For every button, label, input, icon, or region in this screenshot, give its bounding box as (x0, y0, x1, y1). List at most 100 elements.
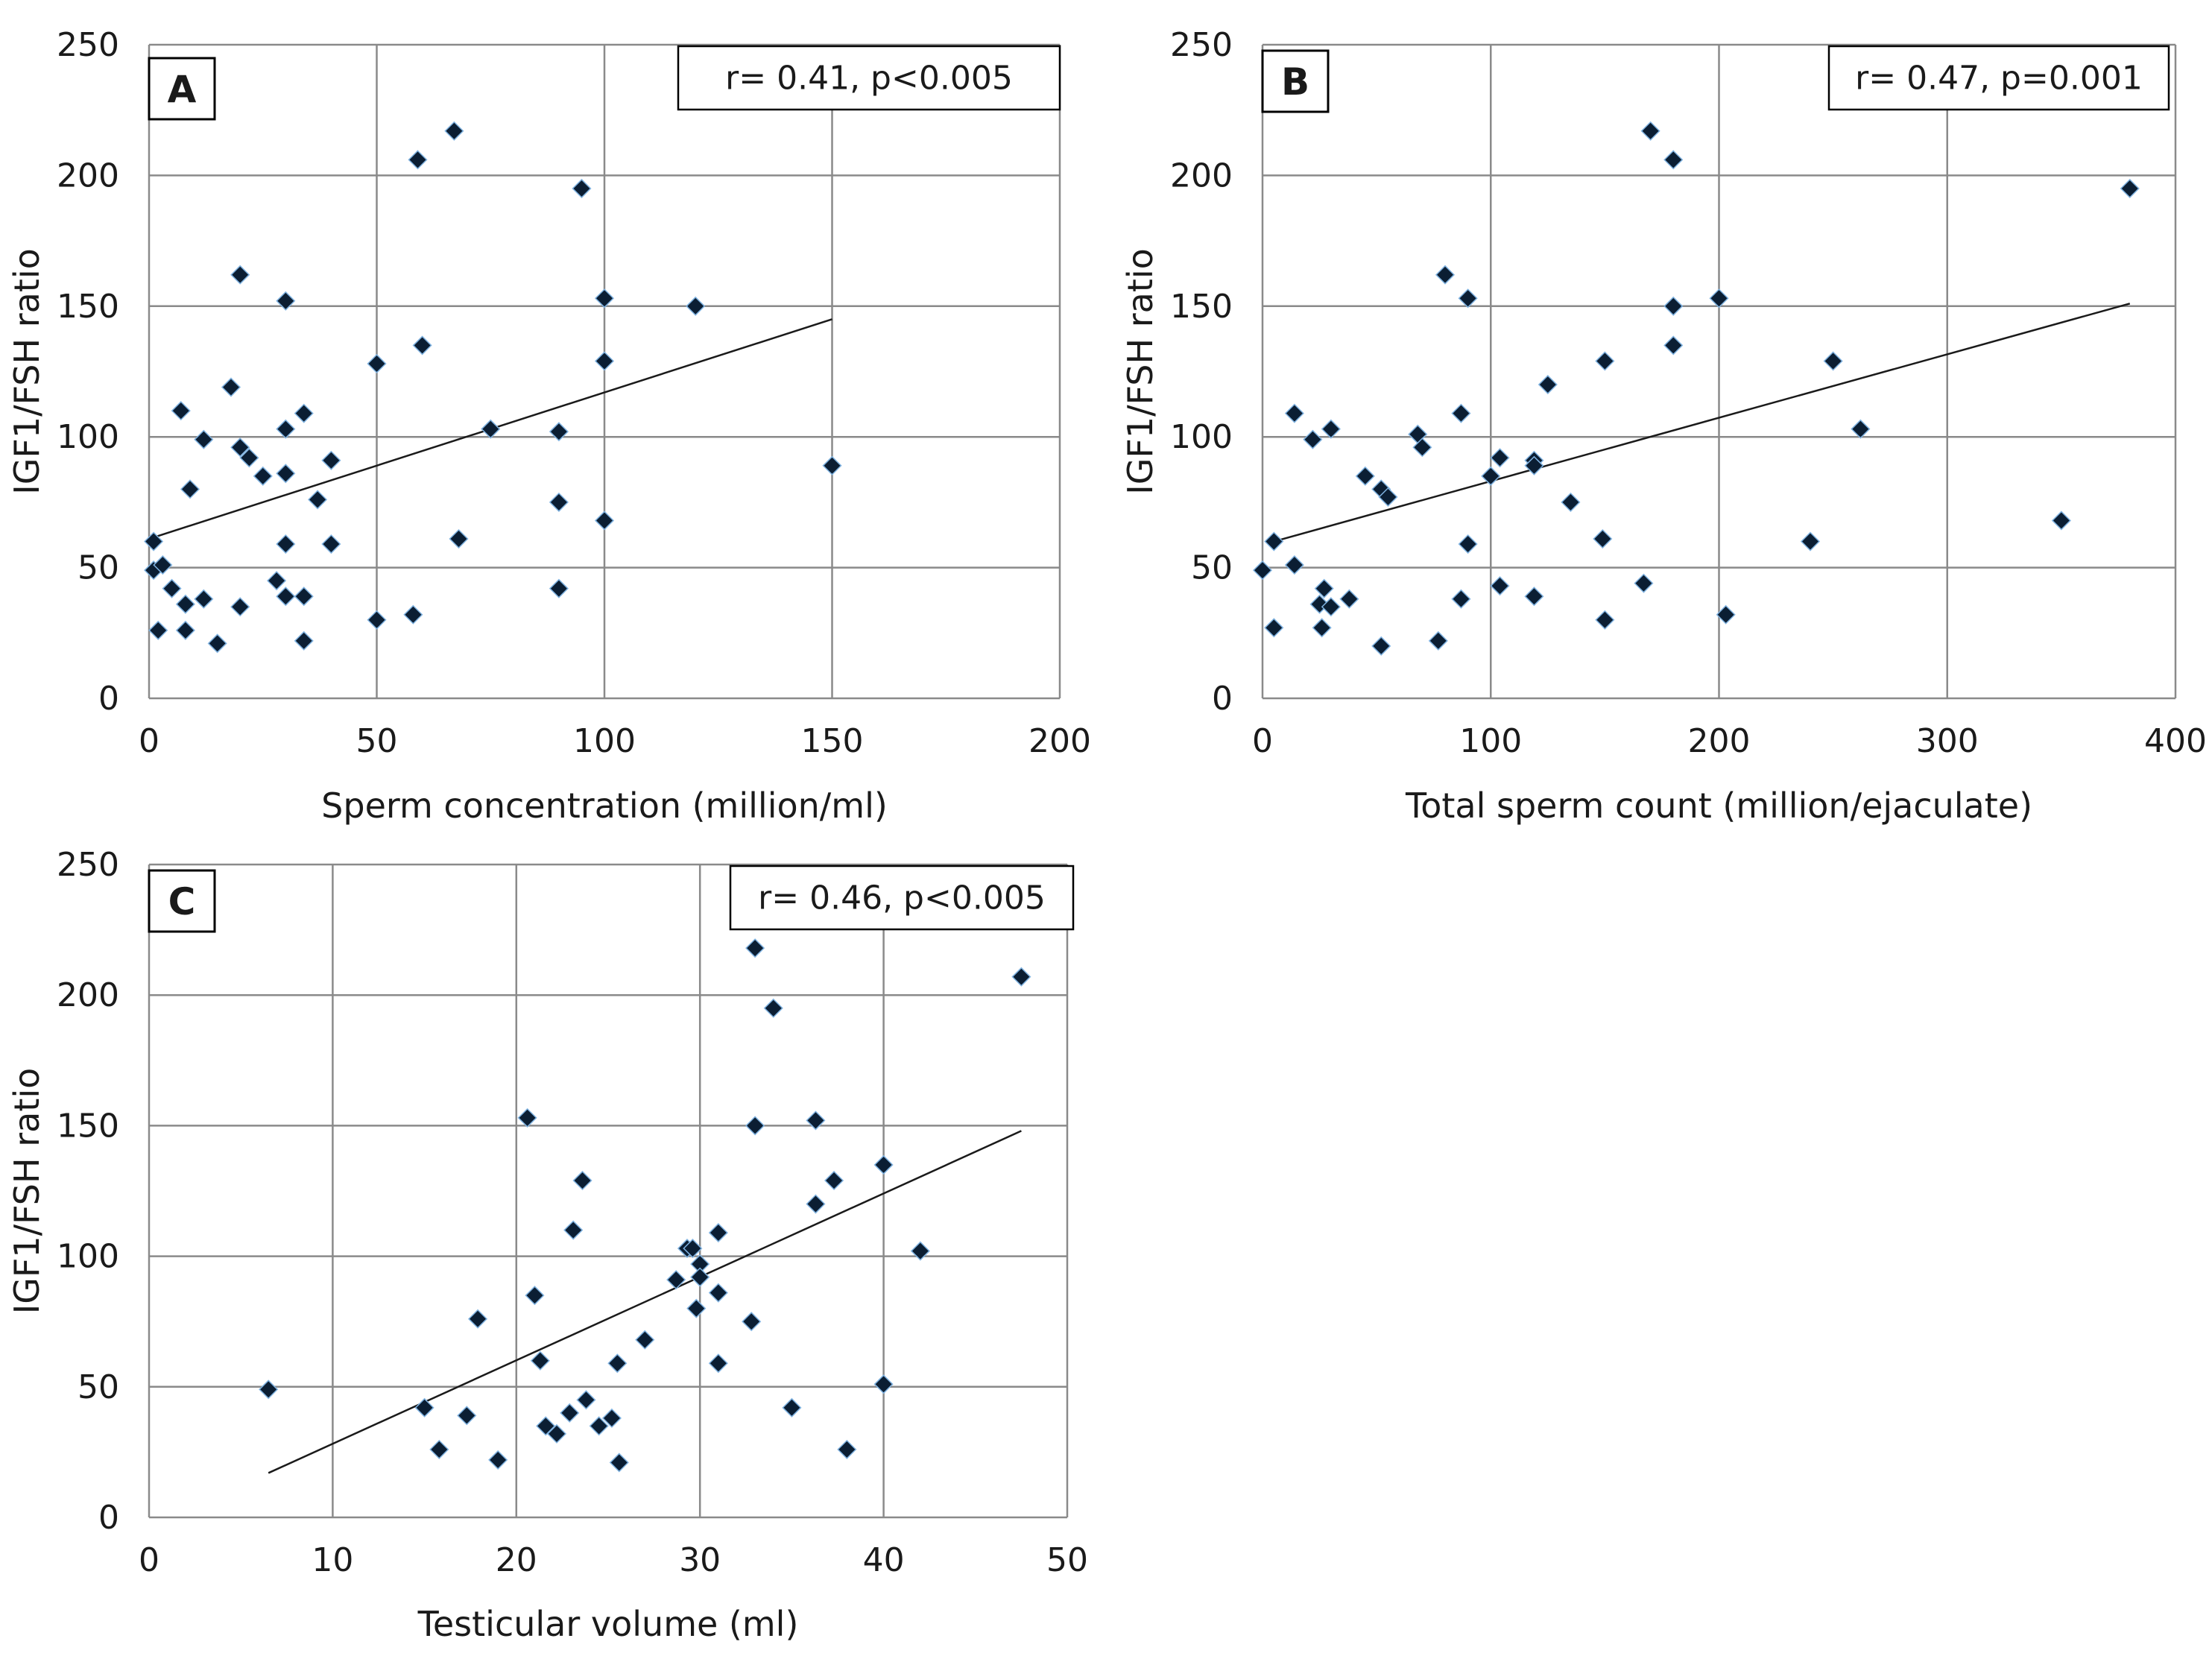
y-tick-label: 50 (1191, 549, 1233, 587)
data-point (1663, 296, 1684, 316)
data-point (429, 1439, 449, 1459)
data-point (148, 620, 168, 640)
panel-label-box (148, 57, 216, 121)
data-point (276, 291, 296, 311)
data-point (276, 464, 296, 484)
data-point (175, 594, 195, 614)
data-point (1663, 335, 1684, 355)
x-tick-label: 200 (1028, 722, 1091, 760)
data-point (1490, 576, 1510, 596)
data-point (686, 1298, 707, 1318)
data-point (824, 1170, 844, 1191)
data-point (1451, 589, 1471, 609)
data-point (763, 998, 783, 1018)
data-point (144, 531, 164, 552)
data-point (594, 288, 615, 309)
data-point (1593, 528, 1613, 549)
y-tick-label: 100 (57, 1238, 119, 1276)
data-point (745, 1116, 765, 1136)
data-point (412, 335, 432, 355)
data-point (576, 1390, 596, 1410)
data-point (1284, 403, 1304, 423)
panel-label: C (168, 880, 196, 923)
data-point (457, 1406, 477, 1426)
x-tick-label: 300 (1916, 722, 1979, 760)
x-tick-label: 10 (312, 1541, 353, 1579)
data-point (294, 403, 314, 423)
data-point (1663, 150, 1684, 170)
x-axis-title: Total sperm count (million/ejaculate) (1405, 786, 2032, 826)
data-point (2120, 178, 2140, 199)
x-tick-label: 0 (1252, 722, 1273, 760)
data-point (267, 571, 287, 591)
x-tick-label: 40 (863, 1541, 905, 1579)
data-point (1538, 374, 1558, 395)
data-point (153, 555, 173, 575)
data-point (1435, 265, 1456, 285)
data-point (276, 587, 296, 607)
y-tick-label: 0 (98, 1499, 119, 1537)
data-point (194, 429, 214, 449)
stats-annotation: r= 0.46, p<0.005 (758, 879, 1046, 917)
data-point (594, 511, 615, 531)
data-point (1800, 531, 1821, 552)
data-point (367, 610, 387, 630)
x-axis-title: Sperm concentration (million/ml) (321, 786, 888, 826)
stats-annotation: r= 0.47, p=0.001 (1855, 60, 2143, 98)
x-tick-label: 100 (1459, 722, 1522, 760)
data-point (517, 1107, 537, 1128)
data-point (589, 1416, 609, 1436)
x-tick-label: 30 (679, 1541, 721, 1579)
y-tick-label: 0 (1212, 680, 1233, 718)
data-point (1428, 631, 1448, 651)
y-tick-label: 150 (57, 288, 119, 326)
y-tick-label: 50 (78, 1368, 119, 1406)
data-point (367, 353, 387, 374)
y-tick-label: 200 (1170, 157, 1233, 195)
data-point (822, 455, 842, 475)
scatter-panel-a: 0 50 100 150 200 0 50 100 150 200 250 Sperm concent… (7, 26, 1091, 826)
data-point (488, 1450, 508, 1470)
data-point (594, 351, 615, 371)
data-point (1451, 403, 1471, 423)
y-tick-label: 0 (98, 680, 119, 718)
data-point (1458, 534, 1478, 554)
data-point (253, 466, 273, 486)
data-point (1595, 351, 1615, 371)
data-point (1339, 589, 1359, 609)
data-point (230, 265, 250, 285)
panel-label: A (168, 68, 197, 111)
data-point (194, 589, 214, 609)
data-point (546, 1423, 567, 1444)
data-point (449, 528, 469, 549)
data-point (745, 938, 765, 958)
data-point (1264, 531, 1284, 552)
x-axis-title: Testicular volume (ml) (417, 1604, 799, 1644)
data-point (1709, 288, 1729, 309)
data-point (221, 377, 241, 397)
data-point (635, 1330, 655, 1350)
data-point (1561, 492, 1581, 512)
x-tick-label: 20 (496, 1541, 537, 1579)
data-point (308, 490, 328, 510)
data-point (1303, 429, 1323, 449)
data-point (910, 1241, 930, 1261)
y-tick-label: 200 (57, 976, 119, 1014)
data-point (806, 1110, 826, 1131)
data-point (873, 1154, 894, 1175)
data-point (1481, 466, 1501, 486)
data-point (444, 121, 464, 141)
data-point (708, 1353, 728, 1374)
data-point (1264, 618, 1284, 638)
data-point (563, 1220, 584, 1240)
data-point (549, 578, 569, 598)
stats-annotation-box (729, 865, 1075, 931)
data-point (321, 450, 341, 470)
scatter-panel-c: 0 10 20 30 40 50 0 50 100 150 200 250 Testicular vol… (7, 846, 1088, 1644)
data-point (549, 422, 569, 442)
data-point (1524, 587, 1544, 607)
data-point (690, 1267, 710, 1287)
data-point (572, 178, 592, 199)
data-point (1321, 597, 1341, 617)
